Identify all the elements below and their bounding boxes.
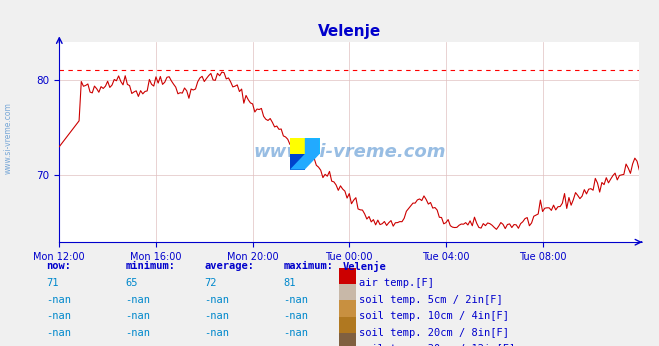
Bar [304,138,320,154]
Text: maximum:: maximum: [283,261,333,271]
Text: -nan: -nan [46,295,71,305]
Text: soil temp. 20cm / 8in[F]: soil temp. 20cm / 8in[F] [359,328,509,338]
FancyBboxPatch shape [339,284,356,301]
Text: -nan: -nan [46,311,71,321]
FancyBboxPatch shape [339,267,356,285]
Text: air temp.[F]: air temp.[F] [359,278,434,288]
Text: average:: average: [204,261,254,271]
Text: now:: now: [46,261,71,271]
Text: -nan: -nan [125,295,150,305]
FancyBboxPatch shape [339,334,356,346]
Text: -nan: -nan [46,328,71,338]
Text: www.si-vreme.com: www.si-vreme.com [3,102,13,174]
Text: soil temp. 30cm / 12in[F]: soil temp. 30cm / 12in[F] [359,344,515,346]
Text: Velenje: Velenje [343,261,386,272]
Text: -nan: -nan [204,344,229,346]
Text: -nan: -nan [204,311,229,321]
Text: minimum:: minimum: [125,261,175,271]
Text: -nan: -nan [125,311,150,321]
Text: 65: 65 [125,278,138,288]
Text: 71: 71 [46,278,59,288]
Text: -nan: -nan [204,328,229,338]
Bar [290,154,304,170]
Title: Velenje: Velenje [318,24,381,39]
Text: -nan: -nan [46,344,71,346]
Text: -nan: -nan [125,344,150,346]
Text: soil temp. 10cm / 4in[F]: soil temp. 10cm / 4in[F] [359,311,509,321]
FancyBboxPatch shape [339,300,356,318]
Bar [290,138,304,154]
Polygon shape [290,138,320,170]
Text: -nan: -nan [125,328,150,338]
Text: -nan: -nan [283,311,308,321]
FancyBboxPatch shape [339,317,356,334]
Text: 81: 81 [283,278,296,288]
Text: -nan: -nan [283,328,308,338]
Text: -nan: -nan [283,344,308,346]
Text: soil temp. 5cm / 2in[F]: soil temp. 5cm / 2in[F] [359,295,503,305]
Text: -nan: -nan [283,295,308,305]
Text: 72: 72 [204,278,217,288]
Text: www.si-vreme.com: www.si-vreme.com [253,143,445,161]
Text: -nan: -nan [204,295,229,305]
